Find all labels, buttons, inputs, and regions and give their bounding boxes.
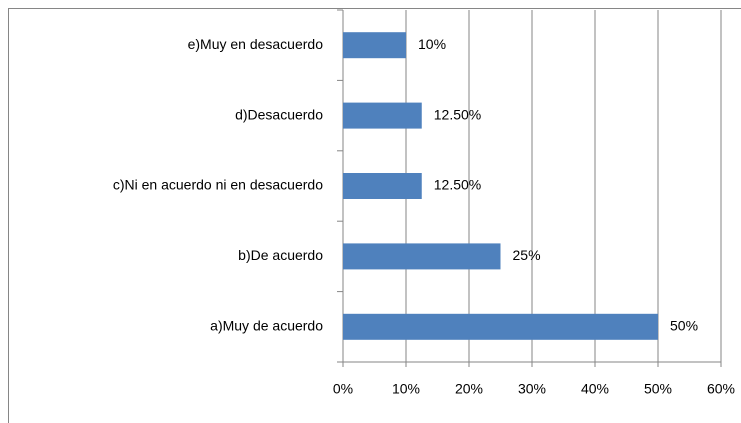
x-tick-label: 20% [455,381,483,397]
bar [343,173,422,199]
x-tick-label: 50% [644,381,672,397]
data-label: 50% [670,318,698,334]
x-tick-label: 60% [707,381,735,397]
data-label: 12.50% [434,106,481,122]
data-label: 12.50% [434,177,481,193]
y-tick-label: d)Desacuerdo [235,106,323,122]
bar [343,243,501,270]
x-tick-label: 0% [333,381,353,397]
y-tick-label: e)Muy en desacuerdo [188,36,324,52]
bar [343,313,658,340]
bar [343,32,406,59]
y-tick-label: b)De acuerdo [238,247,323,263]
y-tick-label: a)Muy de acuerdo [210,318,323,334]
x-tick-label: 40% [581,381,609,397]
data-label: 10% [418,36,446,52]
data-label: 25% [513,247,541,263]
bar [343,102,422,129]
chart-border [8,8,741,423]
x-tick-label: 10% [392,381,420,397]
x-tick-label: 30% [518,381,546,397]
y-tick-label: c)Ni en acuerdo ni en desacuerdo [113,177,323,193]
